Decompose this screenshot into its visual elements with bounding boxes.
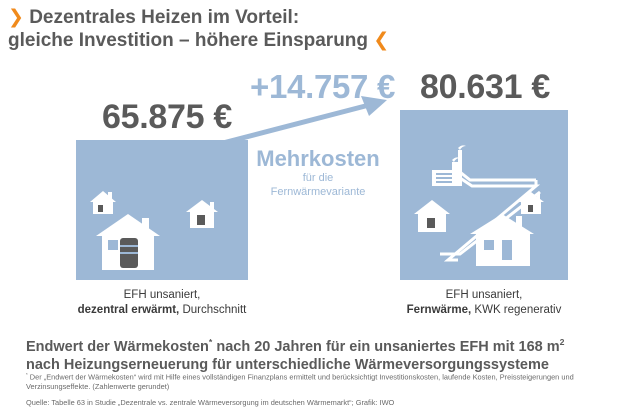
right-caption: EFH unsaniert, Fernwärme, KWK regenerati… — [406, 289, 562, 316]
small-house-icon-4 — [518, 192, 544, 214]
small-house-icon — [90, 191, 116, 214]
title-line-1: ❯ Dezentrales Heizen im Vorteil: — [8, 7, 300, 28]
chart-heading: Endwert der Wärmekosten* nach 20 Jahren … — [26, 337, 565, 373]
increase-arrow-icon — [218, 96, 387, 147]
chevron-left-icon: ❮ — [373, 30, 390, 51]
small-house-icon-3 — [414, 200, 450, 232]
heating-pipe-icon — [440, 170, 541, 262]
extra-cost-sub-1: für die — [302, 172, 334, 184]
right-illustration-panel — [400, 110, 568, 280]
left-amount: 65.875 € — [102, 98, 232, 136]
footnote: * Der „Endwert der Wärmekosten“ wird mit… — [26, 372, 574, 391]
right-amount: 80.631 € — [420, 68, 550, 106]
left-illustration-panel — [76, 140, 248, 280]
title-line-2: gleiche Investition – höhere Einsparung … — [8, 30, 390, 51]
large-house-icon — [96, 214, 160, 270]
extra-cost-sub-2: Fernwärmevariante — [270, 186, 366, 198]
large-house-icon-2 — [470, 214, 534, 266]
left-caption: EFH unsaniert, dezentral erwärmt, Durchs… — [77, 289, 247, 316]
decentral-houses-icon — [90, 191, 218, 270]
source-note: Quelle: Tabelle 63 in Studie „Dezentrale… — [26, 398, 395, 407]
small-house-icon-2 — [186, 200, 218, 228]
chevron-right-icon: ❯ — [8, 7, 24, 28]
power-plant-icon — [432, 145, 466, 186]
extra-cost-label: Mehrkosten — [256, 146, 380, 171]
page-title: ❯ Dezentrales Heizen im Vorteil: gleiche… — [8, 6, 389, 52]
district-heating-icon — [414, 145, 544, 266]
